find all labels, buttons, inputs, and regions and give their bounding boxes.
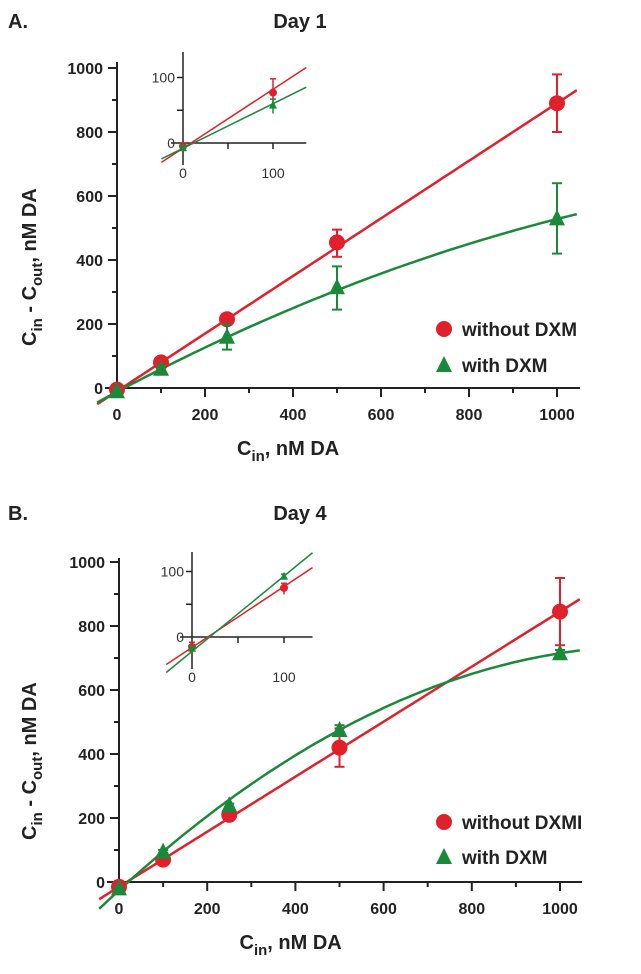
inset-data-point <box>280 583 288 592</box>
inset-data-point <box>269 100 277 109</box>
inset-x-tick-label: 100 <box>261 165 285 181</box>
chart-title: Day 1 <box>273 11 326 33</box>
inset-data-point <box>188 643 196 652</box>
y-axis-label: Cin - Cout, nM DA <box>19 682 46 840</box>
y-tick-label: 0 <box>96 875 105 892</box>
data-point <box>153 359 169 376</box>
x-tick-label: 200 <box>192 407 219 424</box>
x-tick-label: 0 <box>113 407 122 424</box>
y-tick-label: 0 <box>94 381 103 398</box>
data-point <box>155 842 172 859</box>
legend-label: with DXM <box>461 356 548 377</box>
legend-label: without DXMI <box>461 813 582 834</box>
x-axis-label: Cin, nM DA <box>237 438 339 465</box>
y-tick-label: 400 <box>76 253 103 270</box>
x-tick-label: 600 <box>368 407 395 424</box>
data-point <box>552 603 568 620</box>
x-tick-label: 200 <box>194 901 221 918</box>
y-tick-label: 800 <box>76 125 103 142</box>
legend-label: without DXM <box>461 320 577 341</box>
y-tick-label: 1000 <box>69 555 105 572</box>
inset-x-tick-label: 100 <box>272 669 296 685</box>
data-point <box>329 234 345 251</box>
inset-x-tick-label: 0 <box>188 669 196 685</box>
data-point <box>329 278 345 295</box>
data-point <box>111 879 127 896</box>
inset-fit-line <box>165 567 313 666</box>
x-tick-label: 0 <box>115 901 124 918</box>
inset-y-tick-label: 0 <box>176 629 184 645</box>
y-tick-label: 800 <box>78 619 105 636</box>
inset: 0 100 0 100 <box>161 552 313 685</box>
legend-label: with DXM <box>461 848 548 869</box>
data-point <box>331 739 348 756</box>
x-tick-label: 800 <box>456 407 483 424</box>
panel-label: A. <box>8 11 28 33</box>
inset: 0 100 0 100 <box>152 52 307 181</box>
data-point <box>109 382 125 399</box>
data-point <box>549 209 565 226</box>
data-point <box>552 644 568 661</box>
inset-fit-line <box>161 86 307 160</box>
y-tick-label: 600 <box>76 189 103 206</box>
x-tick-label: 1000 <box>542 901 578 918</box>
inset-data-point <box>269 88 277 97</box>
y-tick-label: 600 <box>78 683 105 700</box>
x-axis-label: Cin, nM DA <box>240 932 342 959</box>
inset-data-point <box>280 571 288 580</box>
x-tick-label: 400 <box>280 407 307 424</box>
y-tick-label: 200 <box>76 317 103 334</box>
panel-b: B. Day 40 200 400 600 800 10000200400600800100… <box>8 503 582 959</box>
y-tick-label: 400 <box>78 747 105 764</box>
legend-marker <box>436 356 452 372</box>
legend-marker <box>436 848 452 864</box>
x-tick-label: 800 <box>458 901 485 918</box>
inset-y-tick-label: 100 <box>161 564 185 580</box>
y-tick-label: 200 <box>78 811 105 828</box>
y-axis-label: Cin - Cout, nM DA <box>19 188 46 346</box>
x-tick-label: 600 <box>370 901 397 918</box>
y-tick-label: 1000 <box>67 61 103 78</box>
legend-marker <box>436 321 452 337</box>
data-point <box>331 721 348 737</box>
x-tick-label: 400 <box>282 901 309 918</box>
inset-fit-line <box>165 552 313 674</box>
fit-line-with-dxm <box>98 649 580 910</box>
x-tick-label: 1000 <box>539 407 575 424</box>
data-point <box>549 95 565 112</box>
panel-label: B. <box>8 503 28 525</box>
chart-title: Day 4 <box>273 503 327 525</box>
inset-x-tick-label: 0 <box>179 165 187 181</box>
data-point <box>219 327 235 344</box>
inset-y-tick-label: 100 <box>152 70 176 86</box>
data-point <box>221 796 238 813</box>
inset-data-point <box>179 143 187 152</box>
inset-y-tick-label: 0 <box>167 135 175 151</box>
legend-marker <box>436 814 452 830</box>
panel-a: A. Day 10 200 400 600 800 10000200400600800100… <box>8 11 580 465</box>
